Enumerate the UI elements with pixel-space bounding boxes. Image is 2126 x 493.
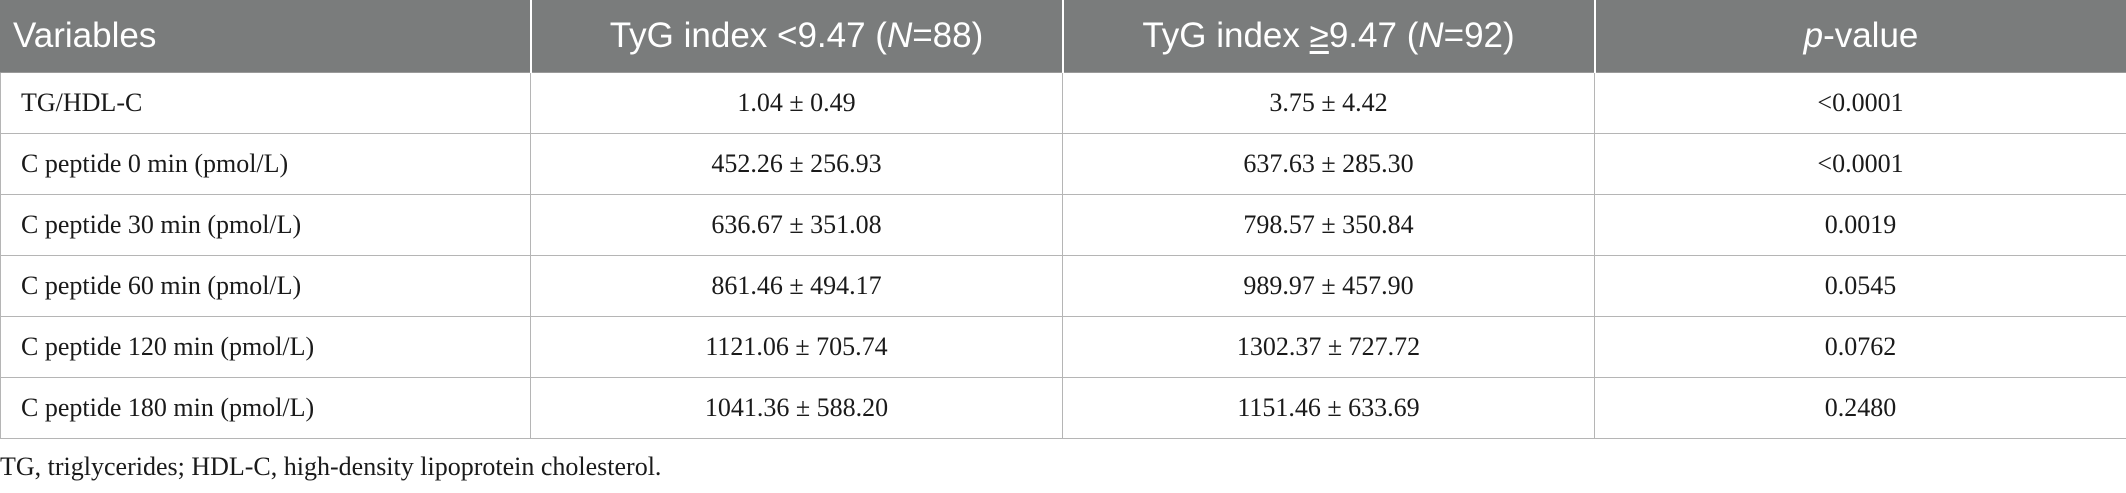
header-group2-ge-symbol: ≥ [1309, 16, 1329, 55]
header-group2-value: 9.47 ( [1328, 16, 1419, 55]
cell-group2: 637.63 ± 285.30 [1062, 133, 1595, 195]
header-pvalue-p: p [1803, 16, 1824, 55]
table-footnote: TG, triglycerides; HDL-C, high-density l… [0, 452, 662, 481]
cell-group1: 1.04 ± 0.49 [530, 72, 1063, 134]
cell-group2: 989.97 ± 457.90 [1062, 255, 1595, 317]
table-row: C peptide 180 min (pmol/L) 1041.36 ± 588… [0, 377, 2126, 439]
header-pvalue: p-value [1593, 0, 2126, 73]
header-group2-suffix: =92) [1443, 16, 1515, 55]
header-group1-n: N [886, 16, 913, 55]
cell-group2: 798.57 ± 350.84 [1062, 194, 1595, 256]
header-group2-prefix: TyG index [1142, 16, 1310, 55]
cell-group2: 1151.46 ± 633.69 [1062, 377, 1595, 439]
cell-pvalue: 0.0762 [1594, 316, 2126, 378]
cell-variable: TG/HDL-C [0, 72, 531, 134]
results-table: Variables TyG index <9.47 (N=88) TyG ind… [0, 0, 2126, 439]
cell-pvalue: 0.2480 [1594, 377, 2126, 439]
cell-variable: C peptide 120 min (pmol/L) [0, 316, 531, 378]
cell-group2: 1302.37 ± 727.72 [1062, 316, 1595, 378]
cell-variable: C peptide 60 min (pmol/L) [0, 255, 531, 317]
table-row: C peptide 30 min (pmol/L) 636.67 ± 351.0… [0, 194, 2126, 256]
table-header: Variables TyG index <9.47 (N=88) TyG ind… [0, 0, 2126, 73]
header-group1-suffix: =88) [912, 16, 984, 55]
cell-variable: C peptide 30 min (pmol/L) [0, 194, 531, 256]
table-row: C peptide 0 min (pmol/L) 452.26 ± 256.93… [0, 133, 2126, 195]
header-group2-n: N [1418, 16, 1444, 55]
cell-group1: 1041.36 ± 588.20 [530, 377, 1063, 439]
header-row: Variables TyG index <9.47 (N=88) TyG ind… [0, 0, 2126, 73]
table-row: TG/HDL-C 1.04 ± 0.49 3.75 ± 4.42 <0.0001 [0, 72, 2126, 134]
cell-group1: 636.67 ± 351.08 [530, 194, 1063, 256]
cell-pvalue: 0.0019 [1594, 194, 2126, 256]
cell-pvalue: <0.0001 [1594, 133, 2126, 195]
cell-pvalue: 0.0545 [1594, 255, 2126, 317]
cell-group1: 861.46 ± 494.17 [530, 255, 1063, 317]
header-group2: TyG index ≥9.47 (N=92) [1061, 0, 1595, 73]
table-row: C peptide 60 min (pmol/L) 861.46 ± 494.1… [0, 255, 2126, 317]
header-group1-prefix: TyG index <9.47 ( [609, 16, 887, 55]
results-table-container: Variables TyG index <9.47 (N=88) TyG ind… [0, 0, 2126, 439]
cell-variable: C peptide 0 min (pmol/L) [0, 133, 531, 195]
table-body: TG/HDL-C 1.04 ± 0.49 3.75 ± 4.42 <0.0001… [0, 72, 2126, 439]
header-pvalue-rest: -value [1823, 16, 1919, 55]
cell-pvalue: <0.0001 [1594, 72, 2126, 134]
header-variables-label: Variables [13, 16, 157, 55]
cell-group2: 3.75 ± 4.42 [1062, 72, 1595, 134]
header-group1: TyG index <9.47 (N=88) [529, 0, 1063, 73]
cell-variable: C peptide 180 min (pmol/L) [0, 377, 531, 439]
header-variables: Variables [0, 0, 531, 73]
cell-group1: 452.26 ± 256.93 [530, 133, 1063, 195]
table-row: C peptide 120 min (pmol/L) 1121.06 ± 705… [0, 316, 2126, 378]
cell-group1: 1121.06 ± 705.74 [530, 316, 1063, 378]
